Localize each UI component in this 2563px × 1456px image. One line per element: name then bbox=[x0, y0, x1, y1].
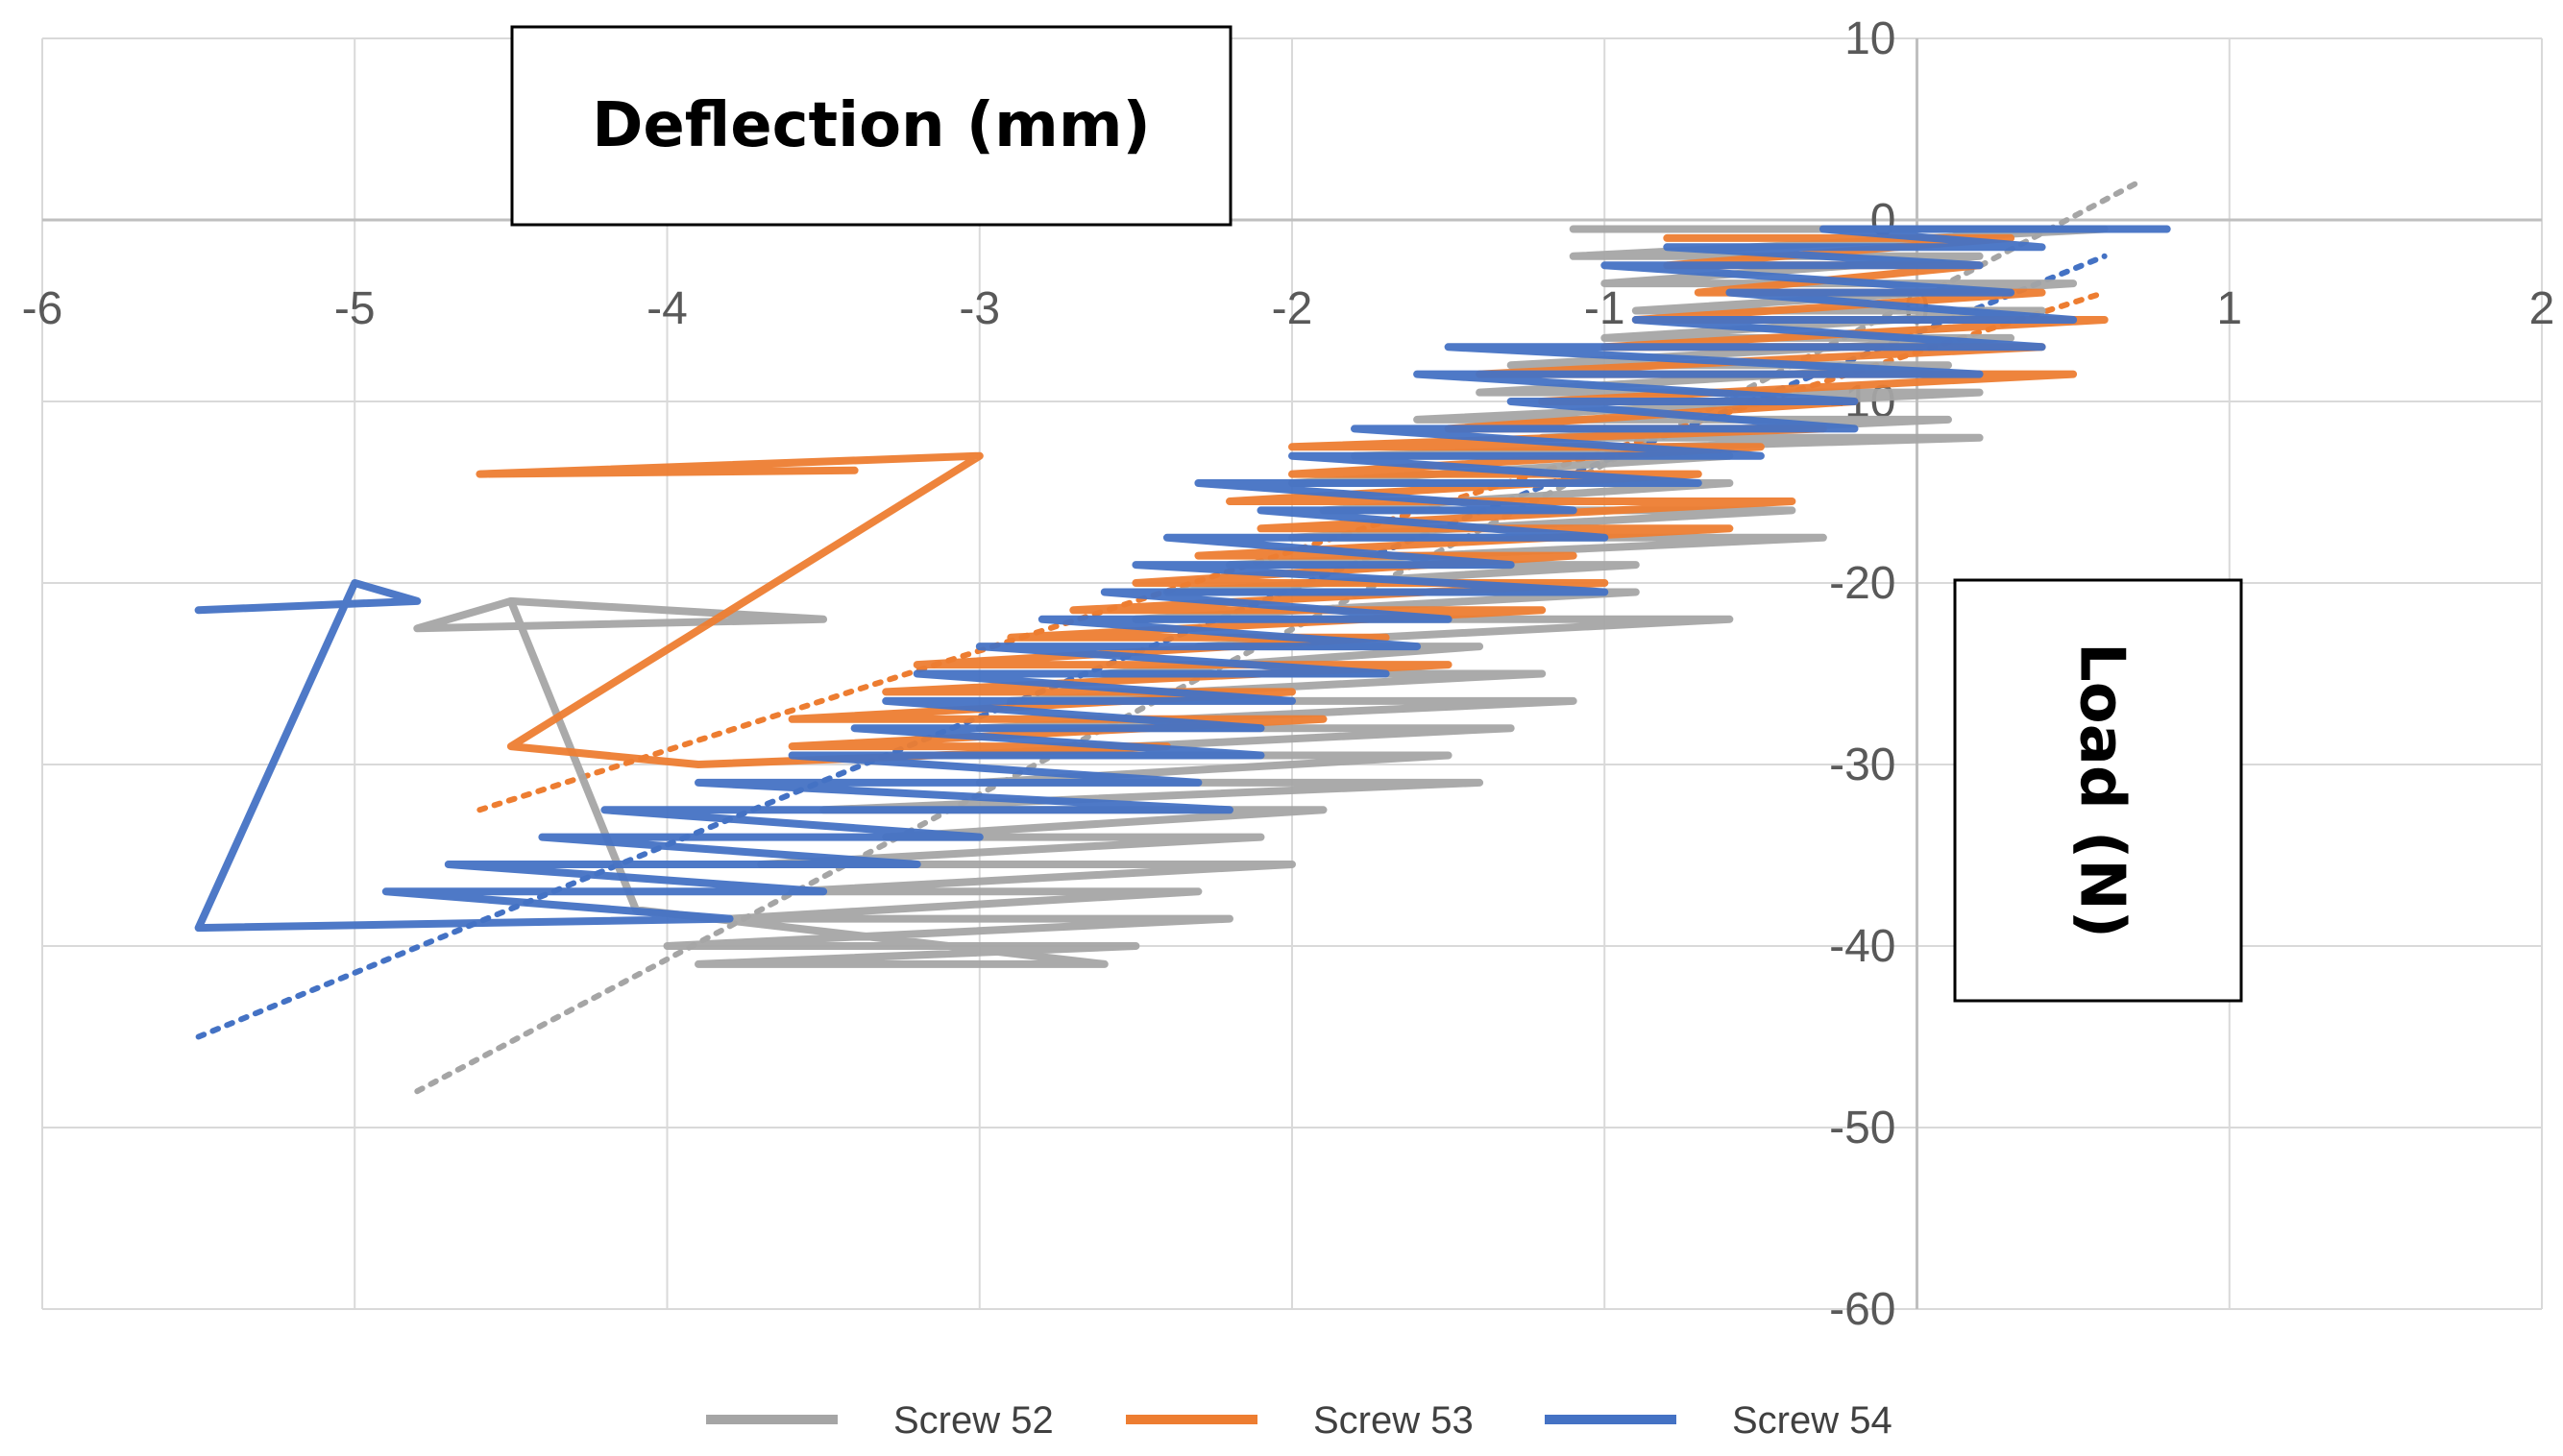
y-axis-title: Load (N) bbox=[2065, 643, 2136, 938]
x-tick-label: 1 bbox=[2216, 283, 2242, 334]
legend: Screw 52 Screw 53 Screw 54 bbox=[706, 1399, 1892, 1442]
series-line-screw-54 bbox=[194, 225, 2171, 933]
data-series bbox=[194, 225, 2171, 968]
x-axis-title-box: Deflection (mm) bbox=[510, 25, 1233, 227]
legend-label-screw-53: Screw 53 bbox=[1313, 1399, 1474, 1442]
x-tick-label: -4 bbox=[647, 283, 688, 334]
y-tick-label: -60 bbox=[1829, 1284, 1895, 1335]
legend-label-screw-52: Screw 52 bbox=[893, 1399, 1054, 1442]
x-tick-labels: -6 -5 -4 -3 -2 -1 0 1 2 bbox=[22, 283, 2555, 334]
y-tick-label: -30 bbox=[1829, 740, 1895, 790]
y-tick-label: -20 bbox=[1829, 558, 1895, 609]
y-tick-label: 10 bbox=[1844, 13, 1895, 64]
x-tick-label: -1 bbox=[1584, 283, 1625, 334]
x-axis-title: Deflection (mm) bbox=[592, 90, 1151, 161]
y-tick-label: -40 bbox=[1829, 921, 1895, 972]
y-tick-label: -50 bbox=[1829, 1103, 1895, 1153]
legend-label-screw-54: Screw 54 bbox=[1732, 1399, 1892, 1442]
x-tick-label: -6 bbox=[22, 283, 63, 334]
x-tick-label: -3 bbox=[959, 283, 1000, 334]
x-tick-label: -2 bbox=[1272, 283, 1313, 334]
x-tick-label: 2 bbox=[2529, 283, 2555, 334]
y-axis-title-box: Load (N) bbox=[1953, 578, 2243, 1003]
x-tick-label: -5 bbox=[334, 283, 376, 334]
y-tick-labels: 100-10-20-30-40-50-60 bbox=[1829, 13, 1895, 1335]
